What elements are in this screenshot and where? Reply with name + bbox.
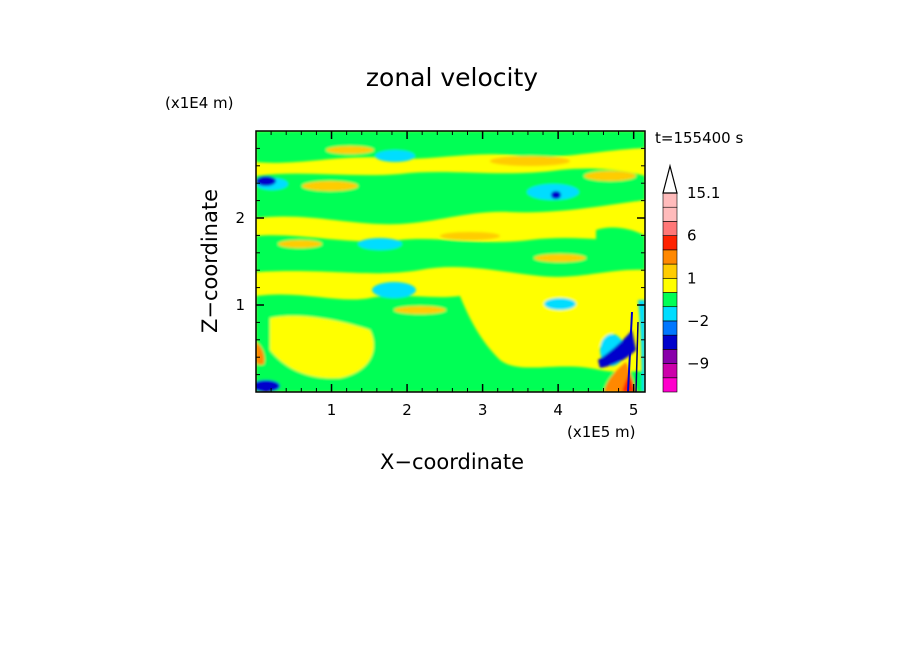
y-tick-label: 1 [235, 296, 245, 314]
y-unit-label: (x1E4 m) [165, 94, 234, 112]
wave-line-2 [635, 321, 639, 392]
colorbar-level [662, 292, 678, 308]
orange-streak-1 [302, 181, 358, 191]
colorbar-label: 1 [687, 269, 697, 287]
colorbar: 15.1 6 1 −2 −9 [662, 184, 720, 393]
colorbar-level [662, 206, 678, 222]
y-tick-label: 2 [235, 209, 245, 227]
chart-title: zonal velocity [366, 63, 538, 92]
colorbar-label: 15.1 [687, 184, 720, 202]
colorbar-level [662, 277, 678, 293]
colorbar-level [662, 334, 678, 350]
green-band-middle [256, 235, 645, 277]
y-ticks: 12 [235, 147, 645, 376]
colorbar-level [662, 306, 678, 322]
x-axis-label: X−coordinate [380, 450, 524, 474]
colorbar-level [662, 349, 678, 364]
x-tick-label: 3 [478, 401, 488, 419]
cyan-front-right [638, 300, 645, 392]
colorbar-level [662, 235, 678, 251]
orange-streak-6 [584, 171, 636, 181]
time-label: t=155400 s [655, 129, 743, 147]
cyan-patch-1 [375, 150, 415, 162]
colorbar-level [662, 363, 678, 379]
yellow-lobe-left [270, 315, 374, 379]
contour-field [256, 131, 645, 392]
green-patch-right [596, 227, 645, 263]
cyan-patch-6 [544, 298, 576, 310]
wave-line-1 [627, 311, 633, 392]
colorbar-level [662, 192, 678, 208]
orange-streak-8 [326, 146, 374, 154]
cyan-patch-5 [372, 282, 416, 298]
colorbar-level [662, 249, 678, 265]
cyan-patch-3 [358, 238, 402, 250]
orange-streak-2 [490, 156, 570, 166]
x-tick-label: 1 [327, 401, 337, 419]
x-unit-label: (x1E5 m) [567, 423, 636, 441]
orange-region-left [256, 342, 265, 365]
green-band-upper [256, 168, 645, 225]
y-axis-label: Z−coordinate [198, 189, 222, 333]
orange-streak-3 [440, 232, 500, 240]
orange-streak-4 [534, 254, 586, 262]
x-ticks: 1 2 3 4 5 [270, 131, 639, 419]
blue-core-right [598, 330, 636, 368]
colorbar-label: −2 [687, 312, 709, 330]
colorbar-label: −9 [687, 355, 709, 373]
colorbar-label: 6 [687, 227, 697, 245]
plot-frame [255, 130, 646, 393]
colorbar-level [662, 320, 678, 336]
colorbar-level [662, 221, 678, 236]
x-tick-label: 2 [402, 401, 412, 419]
yellow-lobe-lower [470, 281, 622, 352]
colorbar-level [662, 263, 678, 279]
green-band-top [256, 131, 645, 163]
orange-streak-7 [394, 306, 446, 314]
colorbar-top-arrow [662, 163, 678, 194]
blue-core-center [551, 191, 561, 199]
x-tick-label: 4 [553, 401, 563, 419]
blue-core-left [256, 176, 276, 186]
x-tick-label: 5 [629, 401, 639, 419]
orange-streak-5 [278, 240, 322, 248]
colorbar-level [662, 377, 678, 393]
blue-core-corner [256, 380, 280, 392]
